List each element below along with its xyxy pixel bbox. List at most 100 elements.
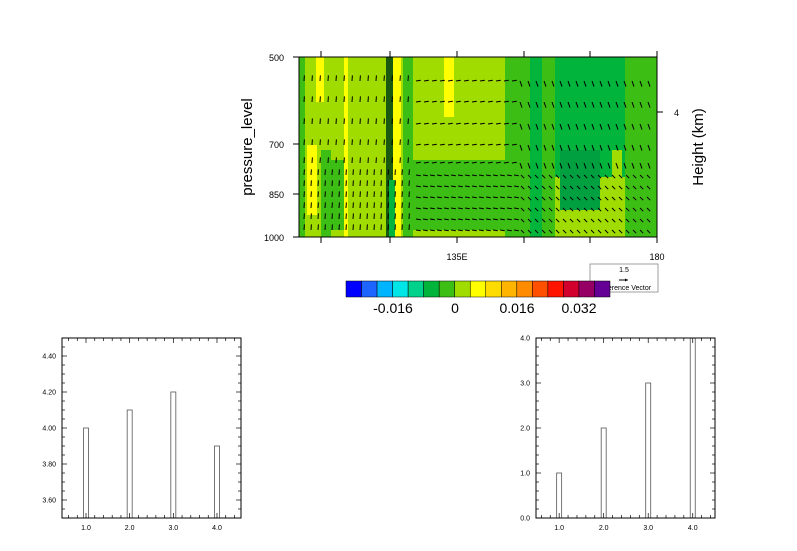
wind-vector — [639, 174, 644, 179]
wind-vector — [604, 185, 609, 190]
wind-vector — [576, 174, 581, 179]
wind-vector — [639, 144, 643, 151]
wind-vector — [639, 162, 643, 169]
wind-vector — [534, 196, 539, 201]
wind-vector — [576, 218, 581, 223]
wind-vector — [555, 196, 560, 201]
wind-vector — [541, 196, 546, 201]
ytick-label: 500 — [269, 53, 284, 63]
wind-vector — [541, 185, 546, 190]
wind-vector — [535, 80, 539, 87]
wind-vector — [615, 144, 619, 151]
wind-vector — [569, 207, 574, 212]
wind-vector — [436, 218, 442, 221]
xtick-label: 1.0 — [81, 525, 91, 532]
wind-vector — [607, 123, 611, 130]
wind-vector — [513, 218, 519, 221]
wind-vector — [623, 101, 627, 108]
wind-vector — [436, 229, 442, 232]
wind-vector — [520, 229, 525, 234]
wind-vector — [535, 101, 539, 108]
wind-vector — [611, 229, 616, 234]
wind-vector — [485, 185, 491, 188]
wind-vector — [623, 123, 627, 130]
wind-vector — [548, 229, 553, 234]
bar — [689, 337, 696, 519]
wind-vector — [455, 122, 461, 125]
wind-vector — [499, 196, 505, 199]
wind-vector — [631, 101, 635, 108]
wind-vector — [647, 123, 651, 130]
wind-vector — [455, 161, 461, 164]
wind-vector — [431, 161, 437, 164]
wind-vector — [611, 185, 616, 190]
wind-vector — [479, 100, 485, 103]
wind-vector — [503, 143, 509, 146]
wind-vector — [450, 174, 456, 177]
wind-vector — [450, 218, 456, 221]
reference-vector-label: Reference Vector — [597, 285, 652, 292]
wind-vector — [506, 207, 512, 210]
wind-vector — [463, 161, 469, 164]
wind-vector — [583, 144, 587, 151]
wind-vector — [431, 122, 437, 125]
wind-vector — [464, 185, 470, 188]
wind-vector — [527, 207, 532, 212]
wind-vector — [415, 196, 421, 199]
wind-vector — [583, 185, 588, 190]
wind-vector — [457, 207, 463, 210]
wind-vector — [499, 174, 505, 177]
wind-vector — [590, 218, 595, 223]
contour-region — [393, 57, 401, 237]
contour-region — [321, 150, 331, 237]
wind-vector — [415, 185, 421, 188]
wind-vector — [513, 185, 519, 188]
wind-vector — [567, 144, 571, 151]
wind-vector — [632, 229, 637, 234]
wind-vector — [423, 100, 429, 103]
xtick-label: 4.0 — [688, 525, 698, 532]
wind-vector — [583, 80, 587, 87]
wind-vector — [618, 185, 623, 190]
wind-vector — [623, 144, 627, 151]
wind-vector — [599, 123, 603, 130]
wind-vector — [543, 162, 547, 169]
wind-vector — [591, 123, 595, 130]
wind-vector — [439, 79, 445, 82]
ytick-label: 1000 — [264, 233, 284, 243]
wind-vector — [492, 174, 498, 177]
wind-vector — [599, 144, 603, 151]
wind-vector — [527, 101, 531, 108]
wind-vector — [555, 174, 560, 179]
wind-vector — [548, 218, 553, 223]
wind-vector — [429, 218, 435, 221]
wind-vector — [415, 122, 421, 125]
bar — [600, 427, 607, 519]
colorbar-box — [454, 280, 471, 298]
wind-vector — [520, 218, 525, 223]
wind-vector — [511, 161, 517, 164]
wind-vector — [541, 174, 546, 179]
ytick-label: 4.40 — [42, 354, 56, 361]
wind-vector — [431, 79, 437, 82]
wind-vector — [478, 196, 484, 199]
wind-vector — [471, 207, 477, 210]
contour-region — [307, 145, 317, 215]
wind-vector — [513, 174, 519, 177]
wind-vector — [611, 174, 616, 179]
wind-vector — [478, 207, 484, 210]
wind-vector — [615, 162, 619, 169]
wind-vector — [471, 174, 477, 177]
wind-vector — [492, 218, 498, 221]
colorbar-box — [345, 280, 362, 298]
wind-vector — [583, 207, 588, 212]
wind-vector — [583, 123, 587, 130]
wind-vector — [597, 196, 602, 201]
wind-vector — [527, 218, 532, 223]
wind-vector — [607, 144, 611, 151]
wind-vector — [527, 185, 532, 190]
colorbar-box — [423, 280, 440, 298]
wind-vector — [492, 229, 498, 232]
wind-vector — [422, 229, 428, 232]
wind-vector — [439, 100, 445, 103]
